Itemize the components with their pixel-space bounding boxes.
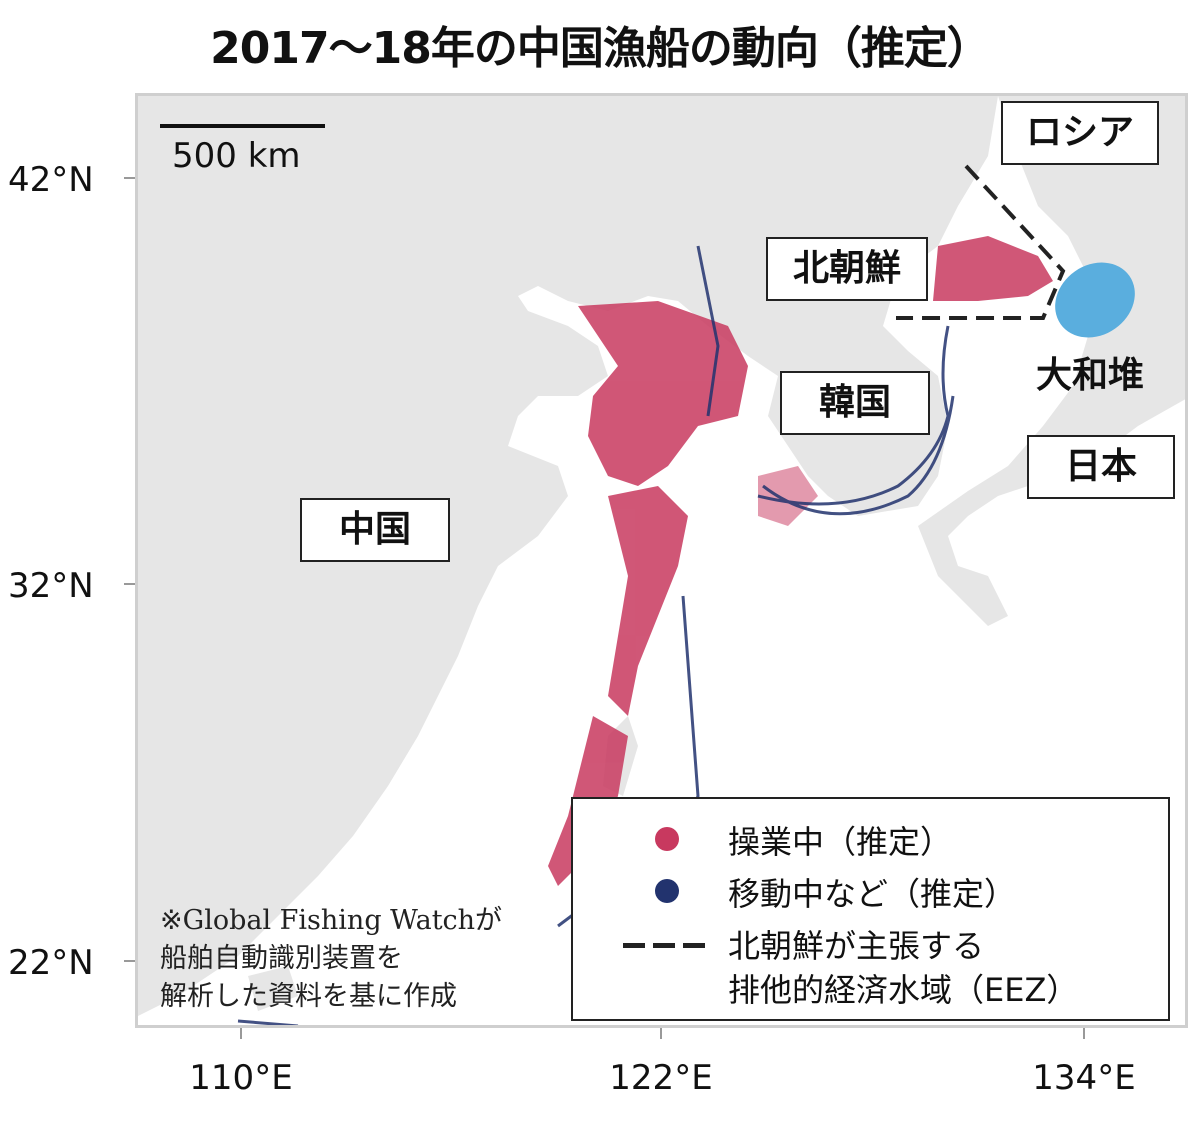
legend-eez-line1: 北朝鮮が主張する — [728, 927, 985, 965]
eez-dashed-line — [896, 164, 1066, 320]
yamato-bank-shape — [1055, 262, 1135, 338]
legend-moving-label: 移動中など（推定） — [728, 875, 1017, 913]
legend-eez-line2: 排他的経済水域（EEZ） — [728, 971, 1079, 1009]
lon-label-122: 122°E — [609, 1058, 713, 1098]
map-title: 2017〜18年の中国漁船の動向（推定） — [210, 23, 991, 74]
scale-bar — [160, 124, 325, 128]
legend: 操業中（推定） 移動中など（推定） 北朝鮮が主張する 排他的経済水域（EEZ） — [571, 797, 1170, 1021]
operating-clusters — [548, 236, 1053, 886]
lon-tick-110 — [240, 1028, 242, 1039]
lat-tick-22 — [124, 960, 135, 962]
legend-operating-label: 操業中（推定） — [728, 823, 953, 861]
lat-label-42: 42°N — [8, 160, 94, 200]
japan-land — [918, 96, 1185, 626]
lat-label-32: 32°N — [8, 566, 94, 606]
hainan-land — [248, 966, 298, 1011]
lon-tick-122 — [660, 1028, 662, 1039]
label-yamato-bank: 大和堆 — [1036, 355, 1145, 396]
map-canvas — [138, 96, 1185, 1025]
note-line-2: 船舶自動識別装置を — [160, 943, 403, 974]
mainland-land — [138, 96, 998, 1016]
label-north-korea: 北朝鮮 — [766, 237, 928, 301]
note-line-3: 解析した資料を基に作成 — [160, 981, 457, 1012]
lat-tick-32 — [124, 583, 135, 585]
lon-label-134: 134°E — [1032, 1058, 1136, 1098]
legend-dash-3 — [683, 943, 705, 948]
legend-operating-dot — [655, 827, 679, 851]
label-russia: ロシア — [1001, 101, 1159, 165]
note-line-1: ※Global Fishing Watchが — [160, 905, 503, 936]
legend-dash-1 — [623, 943, 645, 948]
label-japan: 日本 — [1027, 435, 1175, 499]
scale-label: 500 km — [172, 136, 301, 176]
source-note: ※Global Fishing Watchが 船舶自動識別装置を 解析した資料を… — [160, 902, 502, 1016]
label-south-korea: 韓国 — [780, 371, 930, 435]
legend-moving-dot — [655, 879, 679, 903]
map-area — [135, 93, 1188, 1028]
legend-dash-2 — [653, 943, 675, 948]
lon-label-110: 110°E — [189, 1058, 293, 1098]
lat-tick-42 — [124, 177, 135, 179]
lon-tick-134 — [1083, 1028, 1085, 1039]
lat-label-22: 22°N — [8, 943, 94, 983]
label-china: 中国 — [300, 498, 450, 562]
